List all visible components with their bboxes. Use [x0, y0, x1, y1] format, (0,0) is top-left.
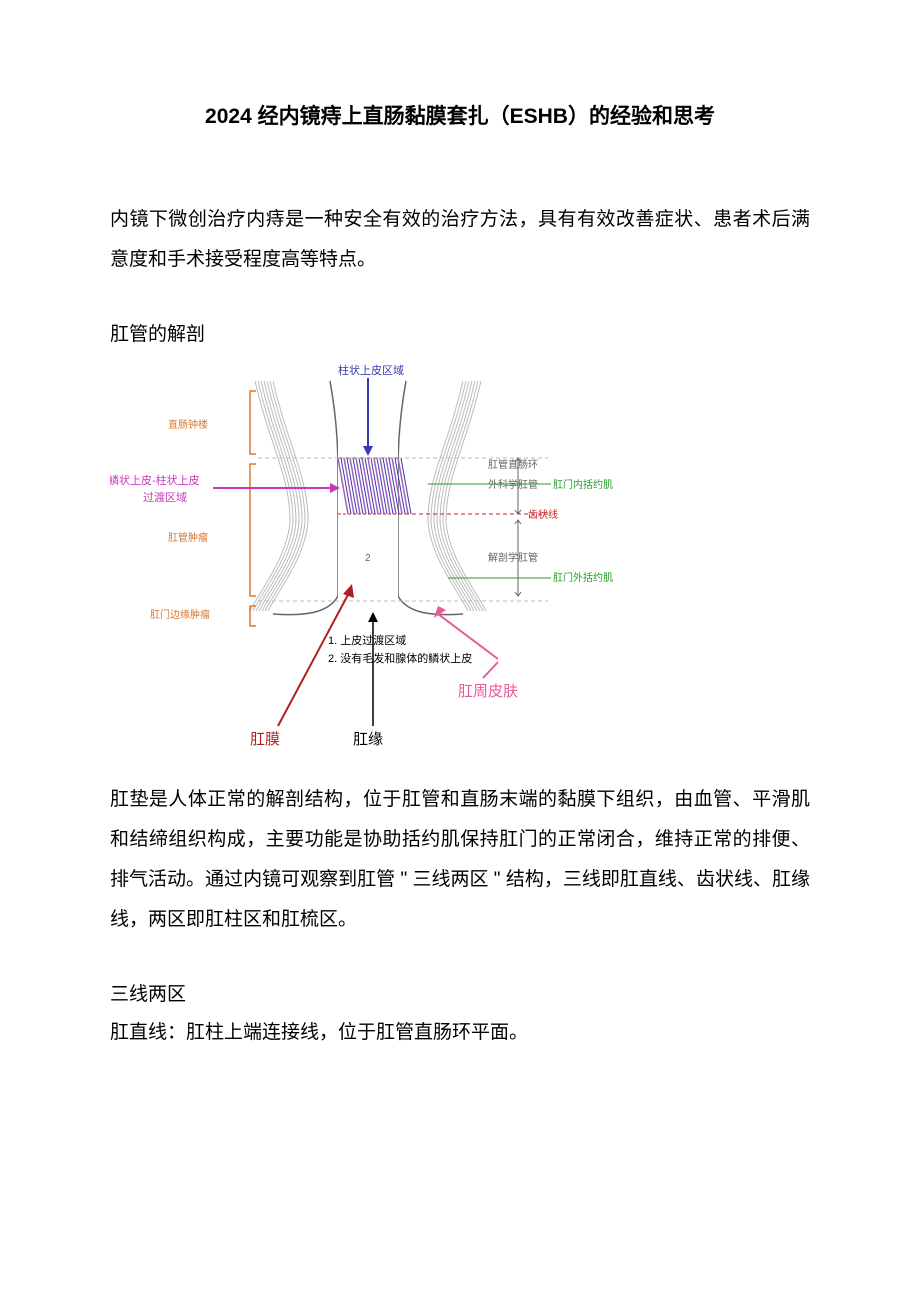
label-anorectal-ring: 肛管直肠环	[488, 458, 538, 471]
anal-canal-diagram: 柱状上皮区域直肠钟楼鳞状上皮-柱状上皮过渡区域肛管肿瘤肛门边缘肿瘤肛管直肠环外科…	[110, 356, 630, 746]
section-threeline-head: 三线两区	[110, 978, 810, 1012]
threeline-line1: 肛直线：肛柱上端连接线，位于肛管直肠环平面。	[110, 1016, 810, 1050]
page-title: 2024 经内镜痔上直肠黏膜套扎（ESHB）的经验和思考	[110, 100, 810, 130]
anatomy-paragraph: 肛垫是人体正常的解剖结构，位于肛管和直肠末端的黏膜下组织，由血管、平滑肌和结缔组…	[110, 780, 810, 940]
note-line-2: 2. 没有毛发和腺体的鳞状上皮	[328, 651, 472, 665]
label-anal-tumor: 肛管肿瘤	[168, 531, 208, 544]
intro-paragraph: 内镜下微创治疗内痔是一种安全有效的治疗方法，具有有效改善症状、患者术后满意度和手…	[110, 200, 810, 280]
label-zone-2: 2	[365, 553, 371, 564]
label-rectal-tumor: 直肠钟楼	[168, 418, 208, 431]
label-columnar-zone: 柱状上皮区域	[338, 363, 404, 377]
label-dentate-line: 齿状线	[528, 508, 558, 521]
label-internal-sphincter: 肛门内括约肌	[553, 478, 613, 491]
label-external-sphincter: 肛门外括约肌	[553, 571, 613, 584]
label-transition-1: 鳞状上皮-柱状上皮	[110, 473, 200, 487]
label-anal-verge: 肛缘	[353, 731, 383, 746]
label-perianal-skin: 肛周皮肤	[458, 683, 518, 700]
note-line-1: 1. 上皮过渡区域	[328, 633, 406, 647]
label-edge-tumor: 肛门边缘肿瘤	[150, 608, 210, 621]
label-transition-2: 过渡区域	[143, 490, 187, 504]
section-anatomy-head: 肛管的解剖	[110, 318, 810, 352]
label-anatomical-canal: 解剖学肛管	[488, 551, 538, 564]
label-anal-membrane: 肛膜	[250, 731, 280, 746]
